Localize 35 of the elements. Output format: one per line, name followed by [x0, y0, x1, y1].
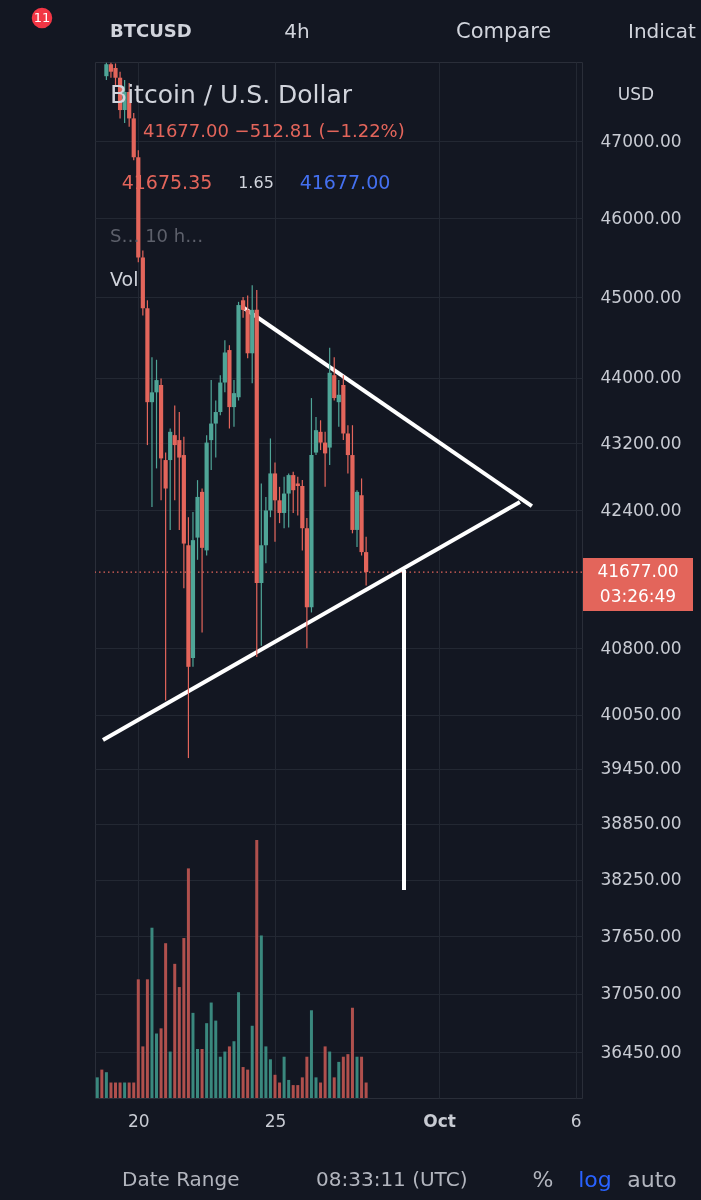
text: 11: [33, 10, 51, 25]
x-tick-label: Oct: [423, 1110, 456, 1131]
text: Date Range: [122, 1167, 240, 1191]
y-tick-label: 39450.00: [600, 758, 682, 779]
y-tick-label: 44000.00: [600, 367, 682, 388]
y-tick-label: 45000.00: [600, 286, 682, 307]
x-tick-label: 6: [570, 1110, 582, 1131]
y-tick-label: 40050.00: [600, 704, 682, 725]
y-tick-label: 38850.00: [600, 813, 682, 834]
text: %: [532, 1167, 554, 1192]
x-tick-label: 25: [264, 1110, 287, 1131]
text: 4h: [284, 19, 310, 43]
ref-line-label: 41677.00: [597, 561, 679, 582]
text: auto: [627, 1167, 677, 1192]
text: 03:26:49: [599, 586, 677, 607]
text: Compare: [456, 19, 552, 43]
x-tick-label: 20: [127, 1110, 150, 1131]
annotation: Vol: [110, 268, 139, 290]
annotation: 41677.00: [299, 171, 391, 193]
y-tick-label: 37650.00: [600, 925, 682, 946]
y-tick-label: 42400.00: [600, 499, 682, 520]
text: BTCUSD: [110, 20, 192, 41]
text: log: [578, 1167, 612, 1192]
text: USD: [617, 84, 655, 104]
y-tick-label: 47000.00: [600, 130, 682, 151]
y-tick-label: 46000.00: [600, 207, 682, 228]
y-tick-label: 36450.00: [600, 1041, 682, 1062]
y-tick-label: 43200.00: [600, 432, 682, 453]
y-tick-label: 37050.00: [600, 983, 682, 1004]
annotation: 1.65: [238, 173, 274, 192]
text: Indicat: [628, 19, 697, 43]
y-tick-label: 38250.00: [600, 869, 682, 890]
y-tick-label: 40800.00: [600, 637, 682, 658]
text: 08:33:11 (UTC): [316, 1167, 468, 1191]
text: 41677.00 −512.81 (−1.22%): [143, 120, 405, 141]
